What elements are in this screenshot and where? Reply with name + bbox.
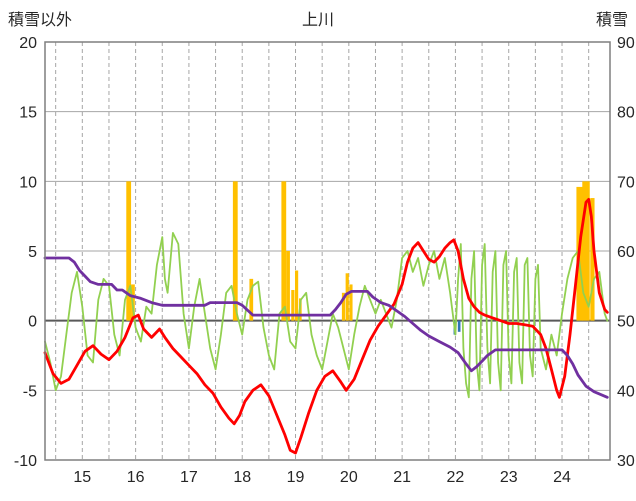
right-axis-tick-label: 40 (617, 383, 635, 400)
x-axis-tick-label: 19 (287, 469, 305, 486)
orange-bars (345, 273, 349, 321)
orange-bars (341, 292, 346, 321)
chart-title: 上川 (301, 12, 334, 29)
right-axis-title: 積雪 (595, 12, 628, 29)
right-axis-tick-label: 60 (617, 244, 635, 261)
right-axis-tick-label: 90 (617, 35, 635, 52)
red-line (43, 197, 609, 455)
blue-bars (457, 320, 461, 332)
orange-bars (232, 181, 238, 321)
x-axis-tick-label: 15 (73, 469, 91, 486)
orange-bars (294, 270, 299, 321)
orange-bars (349, 284, 353, 321)
left-axis-tick-label: -10 (14, 453, 37, 470)
orange-bars (286, 251, 290, 321)
right-axis-tick-label: 30 (617, 453, 635, 470)
orange-bars (582, 181, 590, 321)
left-axis-tick-label: -5 (23, 383, 37, 400)
right-axis-tick-label: 50 (617, 314, 635, 331)
orange-bars (281, 181, 287, 321)
purple-line (43, 256, 609, 399)
right-axis-tick-label: 70 (617, 174, 635, 191)
x-axis-tick-label: 22 (447, 469, 465, 486)
x-axis-tick-label: 17 (180, 469, 198, 486)
x-axis-tick-label: 23 (500, 469, 518, 486)
orange-bars (249, 278, 254, 321)
orange-bars (590, 198, 595, 321)
x-axis-tick-label: 18 (233, 469, 251, 486)
left-axis-tick-label: 15 (19, 105, 37, 122)
orange-bars (291, 290, 295, 321)
x-axis-tick-label: 21 (393, 469, 411, 486)
left-axis-tick-label: 10 (19, 174, 37, 191)
left-axis-tick-label: 20 (19, 35, 37, 52)
left-axis-tick-label: 0 (28, 314, 37, 331)
x-axis-tick-label: 20 (340, 469, 358, 486)
right-axis-tick-label: 80 (617, 105, 635, 122)
left-axis-title: 積雪以外 (8, 12, 73, 29)
orange-bars (126, 181, 132, 321)
left-axis-tick-label: 5 (28, 244, 37, 261)
x-axis-tick-label: 16 (127, 469, 145, 486)
plot-border (44, 41, 611, 461)
x-axis-tick-label: 24 (553, 469, 571, 486)
